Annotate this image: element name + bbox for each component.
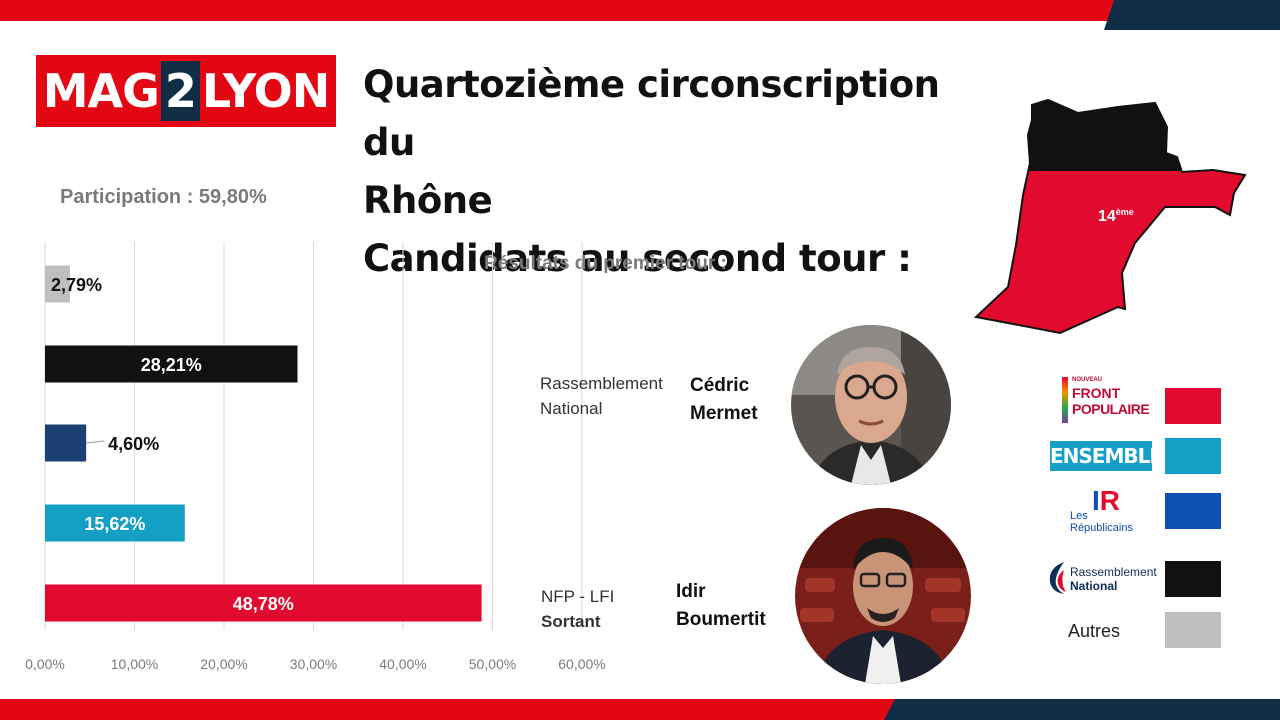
top-red-band bbox=[0, 0, 1115, 21]
title-line-2: Rhône bbox=[363, 179, 493, 222]
legend-swatch-ensemble bbox=[1165, 438, 1221, 474]
candidate-1-party-line-2: National bbox=[540, 399, 603, 418]
page-title: Quartozième circonscription du Rhône Can… bbox=[363, 56, 1003, 288]
bar-value-label: 28,21% bbox=[141, 355, 202, 375]
bottom-navy-band bbox=[884, 699, 1280, 720]
candidate-1-photo bbox=[791, 325, 951, 485]
results-bar-chart: 0,00% 10,00% 20,00% 30,00% 40,00% 50,00% 60,00… bbox=[25, 242, 606, 672]
legend-nfp-line-1: NOUVEAU bbox=[1072, 377, 1103, 383]
brand-logo: MAG 2 LYON bbox=[36, 55, 336, 127]
legend-logo-rn: Rassemblement National bbox=[1046, 558, 1161, 600]
x-tick-label: 10,00% bbox=[111, 656, 158, 672]
participation-rate: Participation : 59,80% bbox=[60, 186, 267, 208]
legend-swatch-lr bbox=[1165, 493, 1221, 529]
legend-swatch-nfp bbox=[1165, 388, 1221, 424]
bar-rassemblement-national bbox=[45, 345, 298, 383]
x-tick-label: 30,00% bbox=[290, 656, 337, 672]
candidate-1-name: Cédric Mermet bbox=[690, 372, 758, 428]
bottom-red-band bbox=[0, 699, 895, 720]
candidate-2-name: Idir Boumertit bbox=[676, 578, 766, 634]
candidate-2-party-line-1: NFP - LFI bbox=[541, 587, 615, 606]
candidate-2-first-name: Idir bbox=[676, 581, 706, 602]
lr-letters: IR bbox=[1092, 485, 1121, 516]
x-tick-label: 20,00% bbox=[200, 656, 247, 672]
candidate-2-photo bbox=[795, 508, 971, 684]
candidate-1-party: Rassemblement National bbox=[540, 371, 663, 421]
legend-logo-lr: IR Les Républicains bbox=[1068, 486, 1158, 536]
map-north-region bbox=[976, 100, 1245, 173]
title-line-1: Quartozième circonscription du bbox=[363, 63, 940, 164]
x-tick-label: 0,00% bbox=[25, 656, 65, 672]
candidate-2-last-name: Boumertit bbox=[676, 609, 766, 630]
legend-logo-ensemble: ENSEMBLE bbox=[1050, 441, 1163, 471]
legend-label-autres: Autres bbox=[1068, 621, 1121, 641]
bar-nouveau-front-populaire bbox=[45, 584, 482, 622]
legend-swatch-autres bbox=[1165, 612, 1221, 648]
logo-text-left: MAG bbox=[42, 64, 160, 118]
x-tick-label: 60,00% bbox=[558, 656, 605, 672]
leader-line bbox=[86, 440, 105, 444]
candidate-2-party-line-2: Sortant bbox=[541, 612, 601, 631]
candidate-1-party-line-1: Rassemblement bbox=[540, 374, 663, 393]
x-tick-label: 40,00% bbox=[379, 656, 426, 672]
bar-value-label: 4,60% bbox=[108, 434, 159, 454]
bar-value-label: 15,62% bbox=[84, 514, 145, 534]
legend-lr-line-2: Républicains bbox=[1070, 522, 1133, 534]
bar-value-label: 2,79% bbox=[51, 275, 102, 295]
legend-rn-line-1: Rassemblement bbox=[1070, 565, 1157, 579]
candidate-2-party: NFP - LFI Sortant bbox=[541, 584, 614, 634]
candidate-1-first-name: Cédric bbox=[690, 375, 750, 396]
bar-ensemble bbox=[45, 504, 185, 542]
map-14th-region bbox=[976, 171, 1245, 333]
top-navy-band bbox=[1104, 0, 1280, 30]
constituency-map: 14ème bbox=[973, 98, 1247, 335]
legend-rn-line-2: National bbox=[1070, 579, 1118, 593]
title-line-3: Candidats au second tour : bbox=[363, 237, 912, 280]
legend-nfp-line-2: FRONT bbox=[1072, 385, 1121, 401]
candidate-1-last-name: Mermet bbox=[690, 403, 758, 424]
bar-les-r-publicains bbox=[45, 424, 87, 462]
x-tick-label: 50,00% bbox=[469, 656, 516, 672]
logo-text-mid: 2 bbox=[160, 61, 200, 121]
logo-text-right: LYON bbox=[201, 64, 330, 118]
rn-flame-icon bbox=[1049, 562, 1066, 594]
results-label: Résultats du premier tour : bbox=[484, 253, 727, 274]
legend-logo-nfp: NOUVEAU FRONT POPULAIRE bbox=[1062, 375, 1152, 427]
legend-lr-line-1: Les bbox=[1070, 510, 1088, 522]
legend-nfp-line-3: POPULAIRE bbox=[1072, 401, 1150, 417]
bar-autres bbox=[45, 265, 70, 303]
bar-value-label: 48,78% bbox=[233, 594, 294, 614]
legend-swatch-rn bbox=[1165, 561, 1221, 597]
map-label: 14ème bbox=[1098, 207, 1134, 225]
